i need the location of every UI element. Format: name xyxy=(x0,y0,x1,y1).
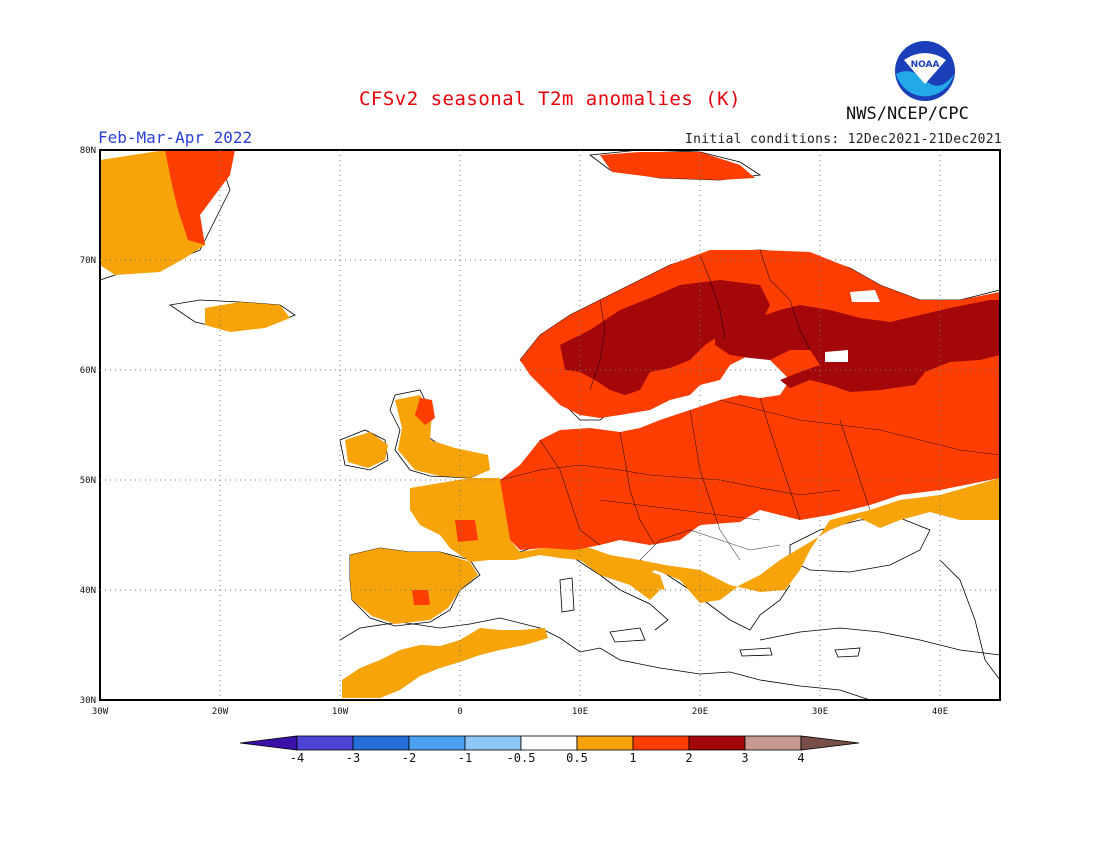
colorbar-extend-high xyxy=(800,735,860,751)
lon-tick-label: 20E xyxy=(692,707,708,717)
colorbar-label: 2 xyxy=(685,751,692,765)
colorbar-swatch xyxy=(688,735,746,751)
logo-text: NOAA xyxy=(911,60,940,70)
lon-tick-label: 0 xyxy=(457,707,462,717)
colorbar-swatch xyxy=(632,735,690,751)
lon-tick-label: 10W xyxy=(332,707,349,717)
lon-tick-label: 20W xyxy=(212,707,229,717)
lat-tick-label: 80N xyxy=(80,146,96,156)
map-title: CFSv2 seasonal T2m anomalies (K) xyxy=(358,88,742,110)
noaa-logo-icon: NOAA xyxy=(895,41,955,101)
tick-labels: 30W 20W 10W 0 10E 20E 30E 40E 30N 40N 50N 60N 70N 80N xyxy=(80,146,948,717)
colorbar-label: -3 xyxy=(346,751,360,765)
colorbar-label: 1 xyxy=(629,751,636,765)
colorbar-swatch xyxy=(352,735,410,751)
lat-tick-label: 30N xyxy=(80,696,96,706)
colorbar-swatch xyxy=(464,735,522,751)
gridlines xyxy=(100,150,1000,700)
colorbar-extend-low xyxy=(239,735,298,751)
lat-tick-label: 50N xyxy=(80,476,96,486)
colorbar-label: -2 xyxy=(402,751,416,765)
colorbar-label: 0.5 xyxy=(566,751,588,765)
agency-label: NWS/NCEP/CPC xyxy=(846,104,969,124)
colorbar-label: -4 xyxy=(290,751,304,765)
forecast-period: Feb-Mar-Apr 2022 xyxy=(98,128,253,147)
lat-tick-label: 70N xyxy=(80,256,96,266)
colorbar-swatch xyxy=(520,735,578,751)
colorbar-swatch xyxy=(576,735,634,751)
lon-tick-label: 40E xyxy=(932,707,948,717)
colorbar-swatch xyxy=(408,735,466,751)
anomaly-fill xyxy=(100,150,1000,698)
lat-tick-label: 40N xyxy=(80,586,96,596)
country-borders xyxy=(499,249,1001,561)
lon-tick-label: 30W xyxy=(92,707,109,717)
colorbar-label: 4 xyxy=(797,751,804,765)
lon-tick-label: 30E xyxy=(812,707,828,717)
lat-tick-label: 60N xyxy=(80,366,96,376)
colorbar-label: -0.5 xyxy=(507,751,536,765)
lon-tick-label: 10E xyxy=(572,707,588,717)
initial-conditions: Initial conditions: 12Dec2021-21Dec2021 xyxy=(685,132,1002,147)
colorbar: -4 -3 -2 -1 -0.5 0.5 1 2 3 4 xyxy=(239,735,860,765)
colorbar-label: 3 xyxy=(741,751,748,765)
colorbar-swatch xyxy=(296,735,354,751)
map-frame xyxy=(99,149,1001,701)
colorbar-label: -1 xyxy=(458,751,472,765)
colorbar-swatch xyxy=(744,735,802,751)
